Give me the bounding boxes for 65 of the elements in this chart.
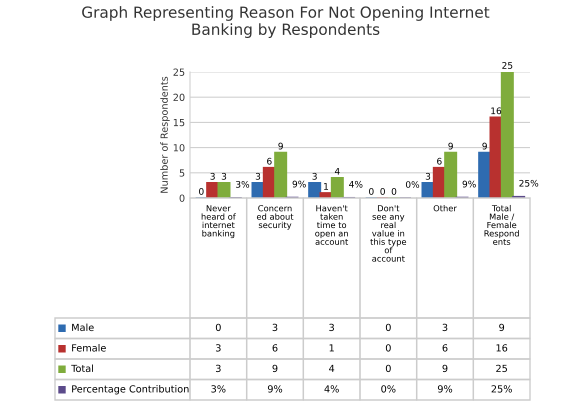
text: 9 [278, 142, 283, 150]
data-label: 9 [499, 324, 504, 332]
text: 25% [519, 180, 538, 187]
x-tick-label: Don't see any real value in this type of account [370, 205, 406, 262]
data-label: 9 [272, 364, 278, 372]
data-label: 9 [442, 364, 448, 372]
text: 0 [369, 188, 374, 195]
text: 9% [292, 180, 306, 188]
data-label: 6 [442, 344, 448, 352]
y-tick-label: 20 [173, 94, 184, 102]
data-label: 3 [216, 344, 221, 352]
y-tick-label: 15 [174, 119, 184, 126]
data-label: 0% [381, 385, 396, 393]
text: 6 [267, 158, 272, 165]
text: 0% [406, 181, 420, 188]
text: 3 [256, 172, 260, 180]
text: 9% [462, 180, 476, 188]
data-label: 0 [386, 364, 391, 372]
data-label: 3% [211, 385, 226, 393]
data-label: 1 [330, 344, 334, 352]
x-tick-label: Haven't taken time to open an account [315, 205, 348, 245]
data-label: 3 [329, 324, 334, 332]
text: 6 [437, 158, 442, 165]
text: 3 [222, 172, 226, 180]
data-label: 3 [272, 324, 278, 332]
data-label: 25% [492, 385, 512, 393]
text: 3 [210, 172, 215, 180]
data-label: 4% [324, 385, 339, 393]
legend-label: Total [71, 364, 93, 372]
legend-label: Female [72, 344, 106, 352]
data-label: 16 [496, 344, 508, 352]
text: 4 [334, 168, 340, 175]
data-label: 3 [216, 364, 221, 372]
text: 9 [448, 142, 453, 150]
text: 0 [199, 188, 204, 195]
data-label: 0 [386, 324, 391, 332]
legend-label: Male [72, 324, 94, 332]
text: 3 [426, 172, 430, 180]
data-label: 9% [268, 385, 282, 393]
text: 9 [482, 142, 487, 150]
x-tick-label: Concern ed about security [256, 205, 294, 230]
y-tick-label: 0 [180, 194, 184, 202]
y-tick-label: 25 [173, 68, 184, 76]
y-tick-label: 10 [174, 144, 184, 152]
text: 25 [502, 62, 512, 69]
data-label: 4 [329, 364, 334, 372]
text: 0 [392, 188, 396, 195]
data-label: 0 [216, 324, 221, 332]
data-label: 25 [496, 364, 508, 372]
text: 3% [236, 180, 250, 188]
x-tick-label: Other [434, 204, 457, 212]
data-label: 3 [442, 324, 448, 332]
data-label: 0 [386, 344, 391, 352]
data-label: 9% [438, 385, 452, 393]
data-label: 6 [272, 344, 278, 352]
text: 0 [380, 188, 385, 195]
y-tick-label: 5 [180, 169, 184, 177]
x-tick-label: Never heard of internet banking [202, 205, 236, 238]
y-axis-title: Number of Respondents [160, 76, 170, 193]
text: 4% [349, 180, 362, 188]
x-tick-label: Total Male / Female Respond ents [484, 204, 519, 245]
legend-label: Percentage Contribution [72, 385, 189, 394]
chart-title: Graph Representing Reason For Not Opening Internet Banking by Respondents [82, 6, 490, 38]
text: 3 [312, 172, 317, 180]
text: 1 [324, 183, 328, 190]
